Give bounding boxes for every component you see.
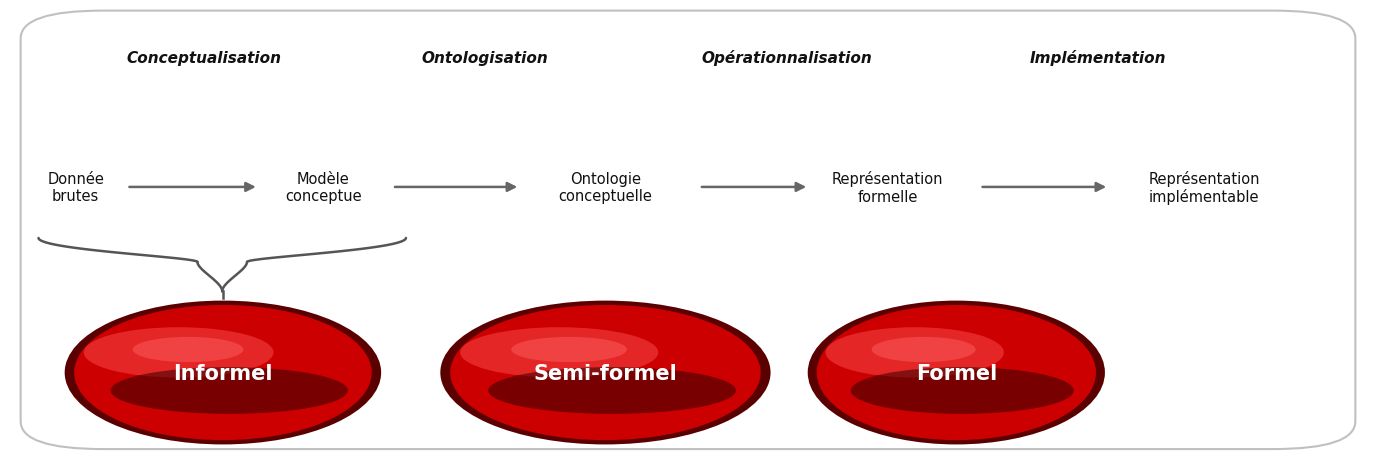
Text: Opérationnalisation: Opérationnalisation [702,50,872,66]
Text: Formel: Formel [915,363,998,383]
FancyBboxPatch shape [21,12,1355,449]
Ellipse shape [808,301,1105,444]
Text: Représentation
implémentable: Représentation implémentable [1148,170,1260,205]
Ellipse shape [450,305,761,440]
Text: Informel: Informel [173,363,272,383]
Text: Représentation
formelle: Représentation formelle [831,171,944,204]
Ellipse shape [512,337,627,363]
Ellipse shape [826,327,1004,378]
Ellipse shape [816,305,1097,440]
Ellipse shape [132,337,244,363]
Ellipse shape [871,337,976,363]
Ellipse shape [440,301,771,444]
Ellipse shape [460,327,658,378]
Ellipse shape [74,305,372,440]
Ellipse shape [850,367,1073,414]
Text: Modèle
conceptue: Modèle conceptue [285,171,362,204]
Text: Implémentation: Implémentation [1029,50,1167,66]
Text: Ontologie
conceptuelle: Ontologie conceptuelle [559,171,652,204]
Text: Ontologisation: Ontologisation [421,50,548,65]
Text: Donnée
brutes: Donnée brutes [47,171,105,204]
Ellipse shape [488,367,736,414]
Ellipse shape [110,367,348,414]
Ellipse shape [65,301,381,444]
Text: Conceptualisation: Conceptualisation [127,50,281,65]
Ellipse shape [84,327,274,378]
Text: Semi-formel: Semi-formel [534,363,677,383]
